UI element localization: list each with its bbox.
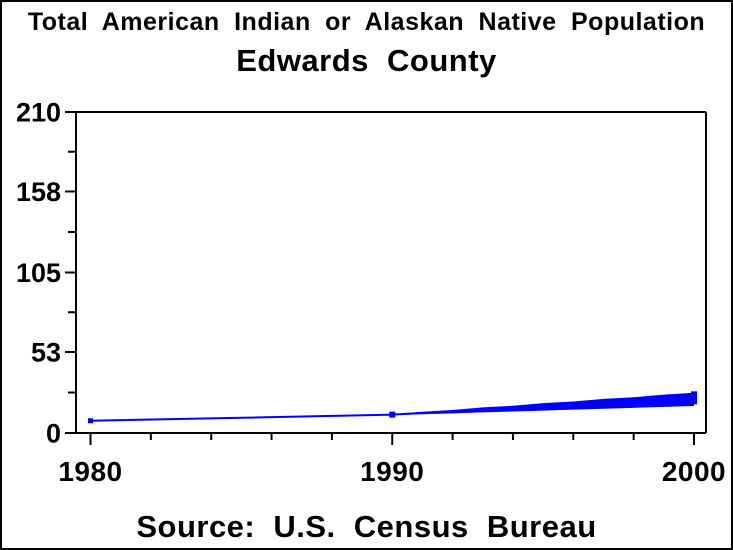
x-tick-label: 1990 [360, 456, 424, 487]
y-tick-label: 210 [16, 98, 61, 128]
y-tick-label: 53 [31, 337, 61, 367]
chart-title: Total American Indian or Alaskan Native … [27, 8, 706, 36]
data-point-marker [88, 418, 93, 424]
data-point-marker [691, 391, 697, 405]
x-tick-label: 1980 [58, 456, 122, 487]
y-tick-label: 0 [46, 419, 61, 449]
y-tick-label: 105 [16, 258, 61, 288]
chart-subtitle: Edwards County [236, 43, 497, 78]
source-caption: Source: U.S. Census Bureau [136, 509, 597, 544]
data-point-marker [389, 411, 396, 418]
x-tick-label: 2000 [662, 456, 726, 487]
y-tick-label: 158 [16, 177, 61, 207]
